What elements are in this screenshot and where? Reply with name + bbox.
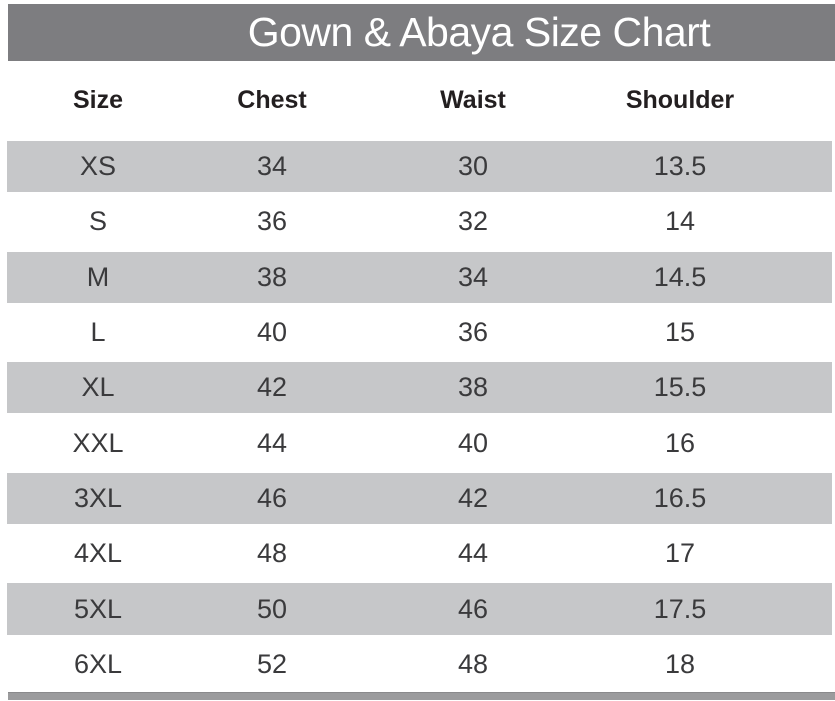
cell-waist: 46 (457, 593, 489, 624)
cell-waist: 32 (457, 206, 489, 237)
footer-bar (8, 692, 835, 700)
column-header-chest: Chest (237, 85, 307, 114)
cell-chest: 34 (256, 151, 288, 182)
cell-chest: 48 (256, 538, 288, 569)
cell-size: S (88, 206, 107, 237)
cell-shoulder: 18 (664, 648, 696, 679)
table-row-5xl: 5XL 50 46 17.5 (7, 581, 832, 637)
cell-shoulder: 13.5 (653, 151, 707, 182)
cell-shoulder: 16.5 (653, 482, 707, 513)
cell-size: 5XL (73, 593, 123, 624)
cell-chest: 46 (256, 482, 288, 513)
cell-size: XXL (72, 427, 124, 458)
column-header-waist: Waist (440, 85, 506, 114)
cell-shoulder: 17 (664, 538, 696, 569)
table-row-3xl: 3XL 46 42 16.5 (7, 470, 832, 527)
cell-waist: 38 (457, 372, 489, 403)
table-row-l: L 40 36 15 (7, 304, 832, 361)
table-row-s: S 36 32 14 (7, 194, 832, 250)
cell-size: 4XL (73, 538, 123, 569)
table-header-row: Size Chest Waist Shoulder (7, 61, 832, 139)
cell-chest: 44 (256, 427, 288, 458)
cell-chest: 52 (256, 648, 288, 679)
cell-waist: 36 (457, 317, 489, 348)
cell-chest: 42 (256, 372, 288, 403)
cell-waist: 40 (457, 427, 489, 458)
cell-shoulder: 17.5 (653, 593, 707, 624)
table-row-6xl: 6XL 52 48 18 (7, 636, 832, 692)
table-row-xl: XL 42 38 15.5 (7, 360, 832, 416)
cell-shoulder: 16 (664, 427, 696, 458)
cell-chest: 50 (256, 593, 288, 624)
size-table: Size Chest Waist Shoulder XS 34 30 13.5 … (7, 61, 832, 692)
cell-shoulder: 14.5 (653, 261, 707, 292)
title-bar: Gown & Abaya Size Chart (8, 4, 835, 61)
cell-waist: 34 (457, 261, 489, 292)
table-row-m: M 38 34 14.5 (7, 249, 832, 305)
cell-waist: 30 (457, 151, 489, 182)
column-header-size: Size (72, 85, 124, 114)
cell-shoulder: 15 (664, 317, 696, 348)
column-header-shoulder: Shoulder (625, 85, 735, 114)
cell-size: L (90, 317, 106, 348)
cell-shoulder: 15.5 (653, 372, 707, 403)
table-row-xxl: XXL 44 40 16 (7, 415, 832, 471)
page-title: Gown & Abaya Size Chart (247, 9, 711, 55)
cell-waist: 42 (457, 482, 489, 513)
table-row-xs: XS 34 30 13.5 (7, 139, 832, 195)
cell-waist: 44 (457, 538, 489, 569)
cell-chest: 40 (256, 317, 288, 348)
cell-size: XL (81, 372, 115, 403)
cell-size: 6XL (73, 648, 123, 679)
cell-chest: 36 (256, 206, 288, 237)
cell-chest: 38 (256, 261, 288, 292)
cell-size: 3XL (73, 482, 123, 513)
cell-waist: 48 (457, 648, 489, 679)
cell-shoulder: 14 (664, 206, 696, 237)
table-row-4xl: 4XL 48 44 17 (7, 526, 832, 582)
cell-size: XS (79, 151, 117, 182)
cell-size: M (86, 261, 110, 292)
